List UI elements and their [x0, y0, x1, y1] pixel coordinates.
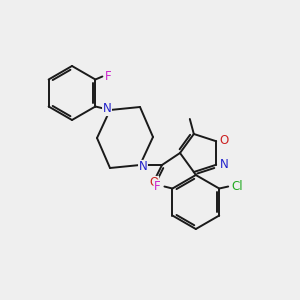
Text: F: F [154, 180, 161, 193]
Text: N: N [220, 158, 229, 171]
Text: Cl: Cl [231, 180, 243, 193]
Text: N: N [103, 103, 111, 116]
Text: O: O [149, 176, 159, 190]
Text: O: O [220, 134, 229, 147]
Text: N: N [139, 160, 147, 173]
Text: F: F [105, 70, 112, 83]
